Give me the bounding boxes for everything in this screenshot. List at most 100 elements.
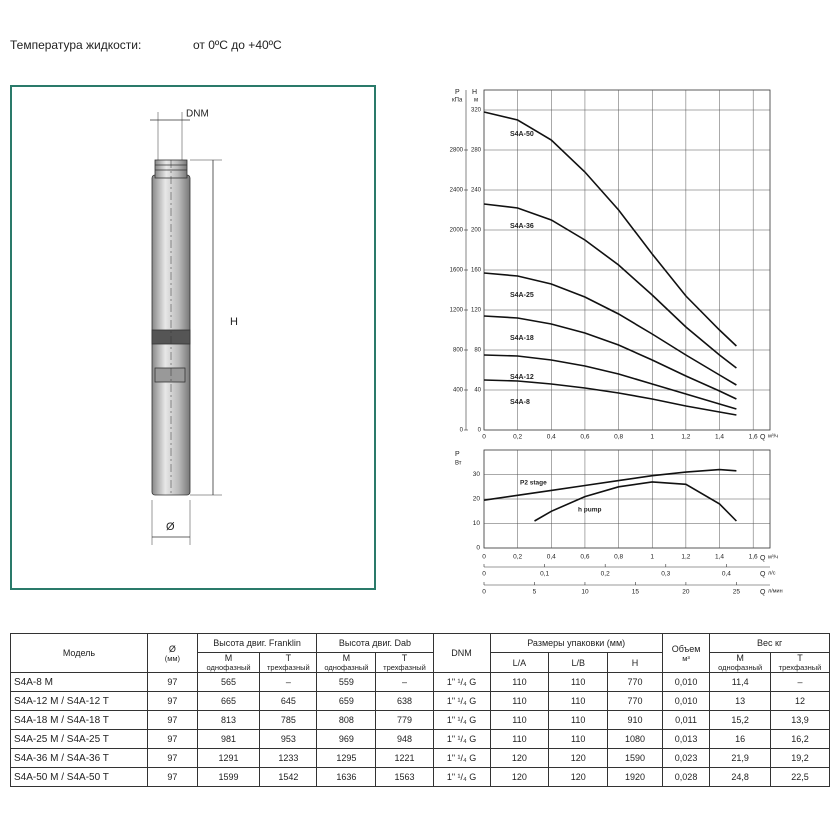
table-cell: 1221: [375, 748, 434, 768]
cell-text: T: [797, 653, 803, 663]
cell-text: 559: [338, 677, 354, 687]
table-cell: 0,023: [661, 748, 711, 768]
cell-text: DNM: [451, 648, 472, 658]
table-cell: 981: [196, 729, 261, 749]
tick-label: 5: [533, 589, 537, 596]
cell-text: 1636: [336, 772, 357, 782]
tick-label: 20: [682, 589, 690, 596]
header-cell: Высота двиг. Franklin: [196, 633, 318, 653]
table-cell: 1599: [196, 767, 261, 787]
d-label: Ø: [166, 521, 175, 533]
cell-text: 0,010: [674, 677, 698, 687]
cell-text: 1" ¹/₄ G: [446, 753, 477, 763]
cell-text: однофазный: [324, 663, 369, 672]
cell-text: 808: [338, 715, 354, 725]
cell-text: (мм): [164, 653, 181, 663]
table-cell: 1563: [375, 767, 434, 787]
table-cell: 559: [316, 672, 377, 692]
power-curve: [483, 468, 737, 501]
x-tick-label: 0: [482, 554, 486, 561]
table-cell: 953: [259, 729, 318, 749]
table-cell: 1" ¹/₄ G: [432, 672, 491, 692]
table-cell: 110: [489, 710, 550, 730]
cell-text: трехфазный: [778, 663, 822, 672]
table-cell: 16,2: [770, 729, 830, 749]
cell-text: Высота двиг. Franklin: [213, 638, 301, 648]
curve-label: S4A-18: [510, 335, 534, 342]
x-tick-label: 0,6: [580, 434, 589, 441]
y-tick-label: 10: [473, 520, 481, 527]
table-cell: 0,010: [661, 691, 711, 711]
cell-text: 1590: [624, 753, 645, 763]
x-tick-label: 0,8: [614, 554, 623, 561]
cell-text: 953: [280, 734, 296, 744]
head-curve: [483, 111, 737, 347]
spec-table: Модель Ø (мм) Высота двиг. Franklin Высота д…: [10, 633, 830, 787]
cell-text: 11,4: [731, 677, 749, 687]
lmin-axis-unit: л/мин: [768, 588, 783, 594]
cell-text: 16,2: [791, 734, 809, 744]
table-cell: 1" ¹/₄ G: [432, 748, 491, 768]
h-axis-title: H: [472, 89, 477, 96]
cell-text: 0,028: [674, 772, 698, 782]
table-cell: 638: [375, 691, 434, 711]
lmin-axis-title: Q: [760, 589, 766, 596]
head-curve: [483, 272, 737, 386]
curve-label: S4A-36: [510, 223, 534, 230]
cell-text: 1" ¹/₄ G: [446, 734, 477, 744]
cell-text: 12: [795, 696, 806, 706]
p-tick-label: 800: [453, 348, 464, 354]
h-tick-label: 160: [471, 268, 482, 274]
tick-label: 0: [482, 589, 486, 596]
h-tick-label: 0: [478, 428, 482, 434]
table-cell: 0,010: [661, 672, 711, 692]
cell-text: трехфазный: [383, 663, 426, 672]
x-axis-unit: м³/ч: [768, 554, 778, 560]
cell-text: 19,2: [791, 753, 809, 763]
cell-text: 1920: [624, 772, 645, 782]
header-cell: Объем м³: [661, 633, 711, 673]
tick-label: 15: [632, 589, 640, 596]
table-cell: –: [259, 672, 318, 692]
cell-text: 770: [627, 677, 643, 687]
cell-text: 110: [512, 734, 527, 744]
table-cell: 16: [709, 729, 772, 749]
x-tick-label: 1: [650, 554, 654, 561]
table-cell: 770: [607, 672, 663, 692]
head-curve: [483, 315, 737, 400]
x-tick-label: 1,4: [715, 554, 724, 561]
table-row: Модель Ø (мм) Высота двиг. Franklin Высота д…: [10, 633, 830, 673]
cell-text: 15,2: [731, 715, 749, 725]
table-cell: S4A-50 M / S4A-50 T: [10, 767, 148, 787]
cell-text: 97: [167, 753, 178, 763]
cell-text: 981: [221, 734, 237, 744]
cell-text: 969: [338, 734, 354, 744]
header-cell: Вес кг: [709, 633, 830, 653]
table-cell: 110: [548, 710, 609, 730]
x-tick-label: 0,4: [547, 554, 556, 561]
p-tick-label: 2800: [450, 148, 464, 154]
cell-text: 0,023: [674, 753, 698, 763]
table-cell: 1" ¹/₄ G: [432, 767, 491, 787]
header-cell: DNM: [432, 633, 491, 673]
cell-text: 110: [512, 696, 527, 706]
curve-label: h pump: [578, 507, 601, 514]
tick-label: 25: [733, 589, 741, 596]
curve-label: P2 stage: [520, 480, 547, 487]
cell-text: однофазный: [206, 663, 251, 672]
p-axis-title: P: [455, 89, 460, 96]
table-cell: 645: [259, 691, 318, 711]
tick-label: 0,1: [540, 571, 549, 578]
cell-text: 1291: [218, 753, 239, 763]
table-cell: 1233: [259, 748, 318, 768]
h-tick-label: 320: [471, 108, 482, 114]
table-cell: 13,9: [770, 710, 830, 730]
cell-text: Высота двиг. Dab: [338, 638, 412, 648]
y-tick-label: 0: [476, 545, 480, 552]
cell-text: 645: [280, 696, 296, 706]
table-cell: 0,011: [661, 710, 711, 730]
h-tick-label: 200: [471, 228, 482, 234]
x-axis-title: Q: [760, 434, 766, 441]
